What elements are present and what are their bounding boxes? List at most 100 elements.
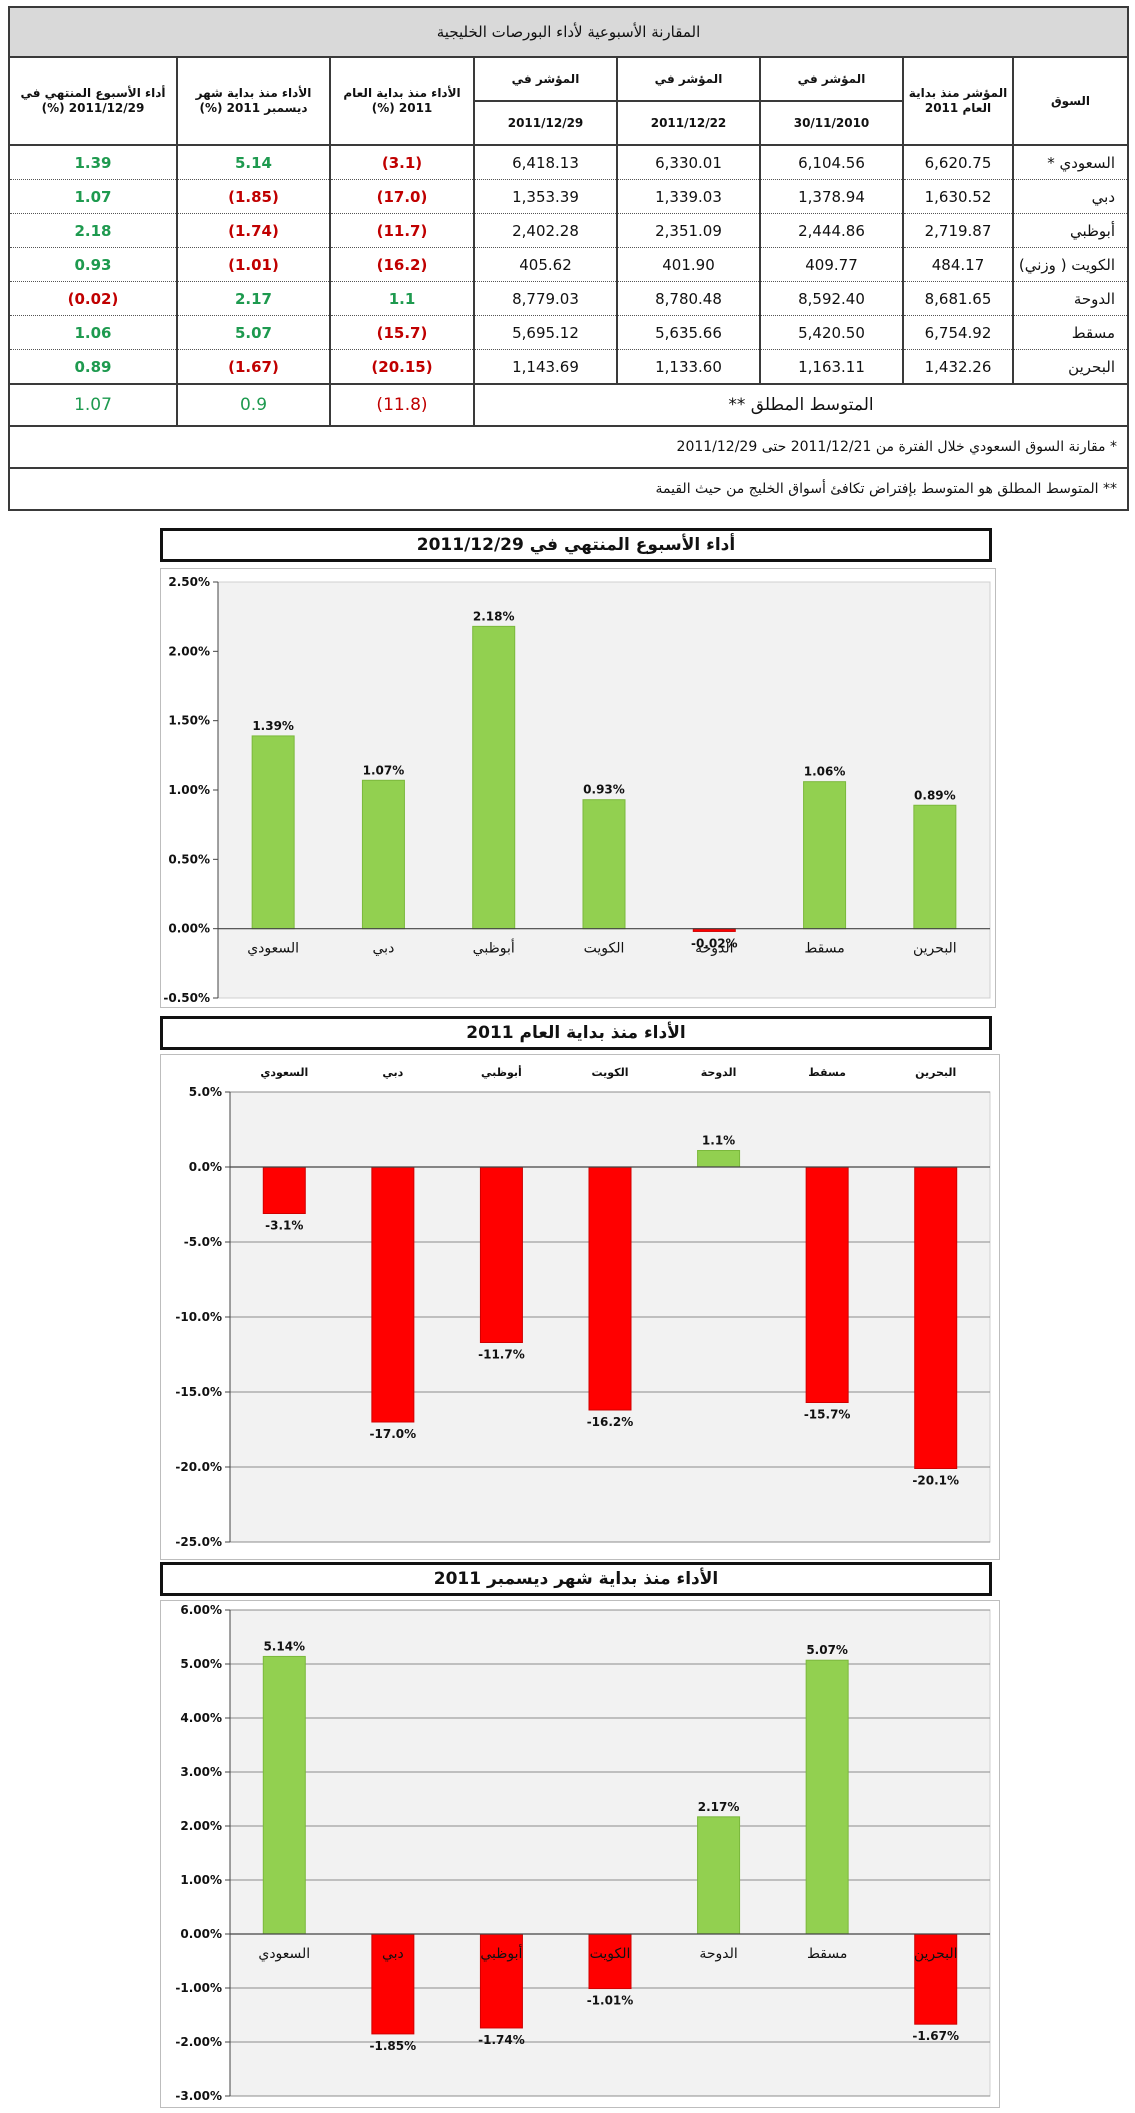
category-label: الكويت <box>584 941 625 957</box>
data-label: 5.14% <box>263 1639 305 1653</box>
date3-cell: 6,418.13 <box>473 144 618 180</box>
y-tick-label: -25.0% <box>175 1535 222 1549</box>
data-label: 1.06% <box>804 765 846 779</box>
market-cell: أبوظبي <box>1012 213 1129 248</box>
mtd-performance-chart: 6.00% 5.00% 4.00% 3.00% 2.00% 1.00% 0.00% -1.00… <box>160 1600 1000 2108</box>
start-index-cell: 1,630.52 <box>902 179 1014 214</box>
market-cell: الدوحة <box>1012 281 1129 316</box>
ytd-cell: (3.1) <box>329 144 475 180</box>
average-weekly: 1.07 <box>8 383 178 427</box>
header-index-date1: المؤشر في <box>759 56 904 102</box>
weekly-performance-chart: 2.50% 2.00% 1.50% 1.00% 0.50% 0.00% -0.50% 1.39… <box>160 568 996 1008</box>
market-cell: البحرين <box>1012 349 1129 385</box>
plot-area <box>229 1609 991 2097</box>
ytd-cell: (15.7) <box>329 315 475 350</box>
header-date3: 2011/12/29 <box>473 100 618 146</box>
ytd-cell: 1.1 <box>329 281 475 316</box>
weekly-cell: 2.18 <box>8 213 178 248</box>
category-label: أبوظبي <box>480 1944 522 1962</box>
date2-cell: 6,330.01 <box>616 144 761 180</box>
bar <box>914 1166 958 1469</box>
table-row: البحرين 1,432.26 1,163.11 1,133.60 1,143… <box>8 349 1129 385</box>
start-index-cell: 484.17 <box>902 247 1014 282</box>
y-tick-label: 1.00% <box>168 783 210 797</box>
date1-cell: 2,444.86 <box>759 213 904 248</box>
table-row: الكويت ( وزني) 484.17 409.77 401.90 405.… <box>8 247 1129 282</box>
date1-cell: 8,592.40 <box>759 281 904 316</box>
chart-title-mtd: الأداء منذ بداية شهر ديسمبر 2011 <box>160 1562 992 1596</box>
ytd-performance-chart: 5.0% 0.0% -5.0% -10.0% -15.0% -20.0% -25.0% -3.… <box>160 1054 1000 1560</box>
y-tick-label: -10.0% <box>175 1310 222 1324</box>
data-label: 2.17% <box>698 1800 740 1814</box>
category-label: الكويت <box>590 1946 631 1962</box>
y-tick-label: 0.0% <box>189 1160 222 1174</box>
data-label: 1.1% <box>702 1134 735 1148</box>
data-label: 1.39% <box>252 719 294 733</box>
table-title: المقارنة الأسبوعية لأداء البورصات الخليج… <box>8 6 1129 58</box>
category-label: دبي <box>382 1946 404 1962</box>
date2-cell: 1,339.03 <box>616 179 761 214</box>
table-row: مسقط 6,754.92 5,420.50 5,635.66 5,695.12… <box>8 315 1129 350</box>
ytd-cell: (20.15) <box>329 349 475 385</box>
header-date1: 30/11/2010 <box>759 100 904 146</box>
data-label: -11.7% <box>478 1348 525 1362</box>
comparison-table: المقارنة الأسبوعية لأداء البورصات الخليج… <box>8 6 1129 511</box>
data-label: -1.74% <box>478 2033 525 2047</box>
category-label: مسقط <box>808 1066 846 1079</box>
date3-cell: 1,143.69 <box>473 349 618 385</box>
bar <box>913 804 957 930</box>
chart-title-weekly: أداء الأسبوع المنتهي في 2011/12/29 <box>160 528 992 562</box>
bar <box>697 1150 741 1168</box>
bar <box>697 1816 741 1935</box>
mtd-cell: (1.74) <box>176 213 331 248</box>
category-label: أبوظبي <box>473 939 515 957</box>
average-ytd: (11.8) <box>329 383 475 427</box>
y-tick-label: 4.00% <box>180 1711 222 1725</box>
y-tick-label: -5.0% <box>184 1235 222 1249</box>
y-tick-label: 2.00% <box>168 644 210 658</box>
date3-cell: 5,695.12 <box>473 315 618 350</box>
data-label: 0.89% <box>914 788 956 802</box>
y-tick-label: -0.50% <box>163 991 210 1005</box>
header-market: السوق <box>1012 56 1129 146</box>
bar <box>262 1166 306 1214</box>
data-label: -1.85% <box>370 2039 417 2053</box>
category-label: الكويت <box>592 1066 629 1079</box>
bar <box>914 1933 958 2025</box>
mtd-cell: 5.07 <box>176 315 331 350</box>
date3-cell: 2,402.28 <box>473 213 618 248</box>
y-tick-label: 5.00% <box>180 1657 222 1671</box>
start-index-cell: 6,620.75 <box>902 144 1014 180</box>
bar <box>479 1166 523 1343</box>
date2-cell: 5,635.66 <box>616 315 761 350</box>
header-ytd: الأداء منذ بداية العام 2011 (%) <box>329 56 475 146</box>
category-label: الدوحة <box>701 1066 737 1079</box>
data-label: -1.01% <box>587 1994 634 2008</box>
header-index-date2: المؤشر في <box>616 56 761 102</box>
header-start-year-index: المؤشر منذ بداية العام 2011 <box>902 56 1014 146</box>
y-tick-label: 0.50% <box>168 852 210 866</box>
date1-cell: 5,420.50 <box>759 315 904 350</box>
y-tick-label: 3.00% <box>180 1765 222 1779</box>
market-cell: مسقط <box>1012 315 1129 350</box>
start-index-cell: 1,432.26 <box>902 349 1014 385</box>
data-label: -17.0% <box>370 1427 417 1441</box>
y-tick-label: 6.00% <box>180 1603 222 1617</box>
average-label: المتوسط المطلق ** <box>473 383 1129 427</box>
mtd-cell: 2.17 <box>176 281 331 316</box>
category-label: دبي <box>373 941 395 957</box>
table-row: أبوظبي 2,719.87 2,444.86 2,351.09 2,402.… <box>8 213 1129 248</box>
date1-cell: 1,378.94 <box>759 179 904 214</box>
bar <box>588 1166 632 1411</box>
date3-cell: 8,779.03 <box>473 281 618 316</box>
bar <box>805 1166 849 1403</box>
y-tick-label: 2.00% <box>180 1819 222 1833</box>
average-row: المتوسط المطلق ** (11.8) 0.9 1.07 <box>8 383 1129 427</box>
average-mtd: 0.9 <box>176 383 331 427</box>
date2-cell: 401.90 <box>616 247 761 282</box>
category-label: السعودي <box>260 1066 308 1079</box>
bar <box>582 799 626 930</box>
y-tick-label: 0.00% <box>168 922 210 936</box>
data-label: -1.67% <box>912 2029 959 2043</box>
market-cell: السعودي * <box>1012 144 1129 180</box>
